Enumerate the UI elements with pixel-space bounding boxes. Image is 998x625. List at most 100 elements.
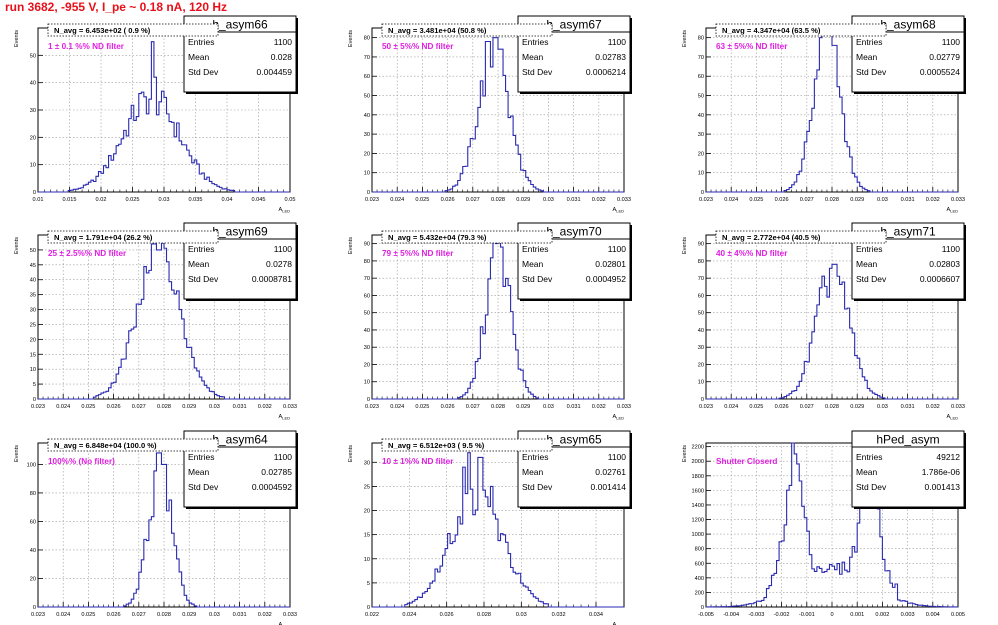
y-tick-label: 10	[698, 171, 704, 177]
x-axis-label-subscript: LED	[950, 416, 958, 421]
y-tick-label: 80	[364, 36, 370, 42]
x-tick-label: 0.027	[466, 197, 480, 203]
navg-label: N_avg = 6.453e+02 ( 0.9 %)	[54, 26, 151, 35]
navg-box	[381, 23, 553, 37]
y-tick-label: 60	[364, 74, 370, 80]
x-tick-label: 0.024	[402, 612, 416, 618]
y-tick-label: 0	[701, 397, 704, 403]
filter-label: 50 ± 5%% ND filter	[382, 42, 454, 51]
y-tick-label: 15	[30, 352, 36, 358]
x-tick-label: 0.025	[81, 404, 95, 410]
y-axis-label: Events	[14, 30, 20, 47]
x-tick-label: 0.023	[31, 612, 45, 618]
stats-value: 49212	[936, 452, 960, 462]
filter-label: 100%% (No filter)	[48, 457, 115, 466]
y-tick-label: 0	[701, 605, 704, 611]
x-axis-label: ALED	[946, 207, 958, 214]
x-tick-label: 0.03	[877, 404, 888, 410]
histogram-panel: 0.023 0.024 0.025 0.026 0.027 0.028 0.029 0.03 0…	[682, 222, 966, 421]
navg-box	[381, 438, 553, 452]
y-tick-label: 50	[698, 94, 704, 100]
x-tick-label: 0.001	[850, 612, 864, 618]
y-tick-label: 10	[364, 557, 370, 563]
y-tick-label: 5	[33, 382, 36, 388]
stats-key: Entries	[522, 37, 548, 47]
x-axis-label: ALED	[612, 414, 624, 421]
histogram-panel: 0.023 0.024 0.025 0.026 0.027 0.028 0.029 0.03 0…	[348, 15, 632, 214]
x-tick-label: 0.026	[775, 197, 789, 203]
stats-value: 0.02783	[595, 52, 626, 62]
x-tick-label: 0.025	[126, 197, 140, 203]
y-tick-label: 40	[364, 113, 370, 119]
y-tick-label: 600	[695, 561, 704, 567]
y-tick-label: 200	[695, 590, 704, 596]
x-tick-label: 0.03	[209, 404, 220, 410]
stats-key: Mean	[188, 467, 210, 477]
x-axis-label: ALED	[612, 622, 624, 625]
x-tick-label: 0.033	[617, 404, 631, 410]
x-axis-label: ALED	[278, 414, 290, 421]
stats-key: Std Dev	[856, 67, 887, 77]
y-tick-label: 35	[30, 293, 36, 299]
stats-key: Entries	[856, 244, 882, 254]
y-tick-label: 0	[367, 605, 370, 611]
y-tick-label: 80	[30, 491, 36, 497]
x-tick-label: 0.028	[825, 197, 839, 203]
y-tick-label: 50	[698, 311, 704, 317]
y-tick-label: 80	[698, 259, 704, 265]
stats-key: Std Dev	[188, 482, 219, 492]
y-tick-label: 20	[364, 362, 370, 368]
navg-box	[47, 230, 219, 244]
x-tick-label: 0.033	[283, 612, 297, 618]
y-axis-label: Events	[348, 237, 354, 254]
filter-label: 79 ± 5%% ND filter	[382, 249, 454, 258]
filter-label: 40 ± 4%% ND filter	[716, 249, 788, 258]
stats-value: 1100	[274, 244, 293, 254]
x-tick-label: 0.026	[441, 404, 455, 410]
x-tick-label: -0.004	[723, 612, 739, 618]
x-tick-label: 0.032	[926, 197, 940, 203]
y-tick-label: 0	[33, 605, 36, 611]
stats-value: 1100	[274, 452, 293, 462]
x-tick-label: 0.024	[390, 404, 404, 410]
stats-key: Entries	[856, 37, 882, 47]
stats-key: Entries	[188, 452, 214, 462]
histogram-line	[38, 452, 290, 608]
x-tick-label: 0.025	[415, 197, 429, 203]
x-tick-label: 0.03	[209, 612, 220, 618]
x-axis-label: ALED	[278, 622, 290, 625]
y-tick-label: 20	[30, 576, 36, 582]
stats-value: 1100	[942, 244, 961, 254]
x-tick-label: 0.022	[365, 612, 379, 618]
x-tick-label: 0.027	[800, 404, 814, 410]
histogram-line	[38, 41, 290, 193]
x-tick-label: 0.031	[567, 197, 581, 203]
y-tick-label: 1800	[692, 474, 704, 480]
x-tick-label: 0.024	[56, 404, 70, 410]
histogram-panel: 0.023 0.024 0.025 0.026 0.027 0.028 0.029 0.03 0…	[682, 15, 966, 214]
stats-value: 0.02785	[261, 467, 292, 477]
y-tick-label: 10	[30, 163, 36, 169]
x-tick-label: 0.015	[63, 197, 77, 203]
navg-box	[47, 438, 219, 452]
navg-label: N_avg = 6.848e+04 (100.0 %)	[54, 441, 157, 450]
x-tick-label: 0.028	[477, 612, 491, 618]
stats-key: Std Dev	[522, 67, 553, 77]
y-tick-label: 40	[30, 278, 36, 284]
stats-value: 0.02761	[595, 467, 626, 477]
x-tick-label: -0.003	[748, 612, 764, 618]
histogram-title: h_asym67	[546, 18, 602, 32]
y-tick-label: 0	[33, 190, 36, 196]
stats-key: Std Dev	[522, 274, 553, 284]
y-tick-label: 50	[364, 311, 370, 317]
x-tick-label: 0.029	[516, 197, 530, 203]
histogram-panel: 0.01 0.015 0.02 0.025 0.03 0.035 0.04 0.045 0.05…	[14, 15, 298, 214]
y-tick-label: 20	[30, 337, 36, 343]
x-tick-label: 0.027	[800, 197, 814, 203]
x-axis-label-subscript: LED	[950, 209, 958, 214]
x-tick-label: 0.031	[901, 197, 915, 203]
x-tick-label: 0.025	[415, 404, 429, 410]
y-tick-label: 20	[698, 362, 704, 368]
y-tick-label: 20	[364, 509, 370, 515]
x-tick-label: 0.023	[365, 404, 379, 410]
